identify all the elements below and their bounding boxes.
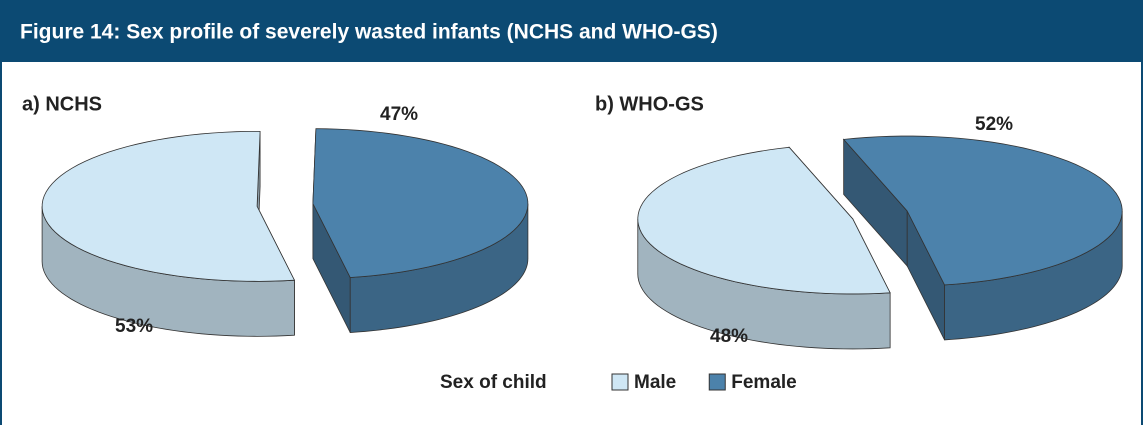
slice [637,146,891,295]
header-bar [0,0,1143,62]
value-label: 52% [975,114,1013,135]
legend-swatch [611,373,629,391]
slice [41,130,296,282]
legend-label: Male [634,372,676,393]
value-label: 47% [380,104,418,125]
chart-title: a) NCHS [22,93,102,115]
legend-title: Sex of child [440,372,547,393]
slice [842,135,1123,286]
legend-label: Female [731,372,796,393]
slice [312,128,529,278]
chart-title: b) WHO-GS [595,93,704,115]
value-label: 53% [115,316,153,337]
figure-title: Figure 14: Sex profile of severely waste… [20,21,718,44]
legend-swatch [708,373,726,391]
value-label: 48% [710,326,748,347]
